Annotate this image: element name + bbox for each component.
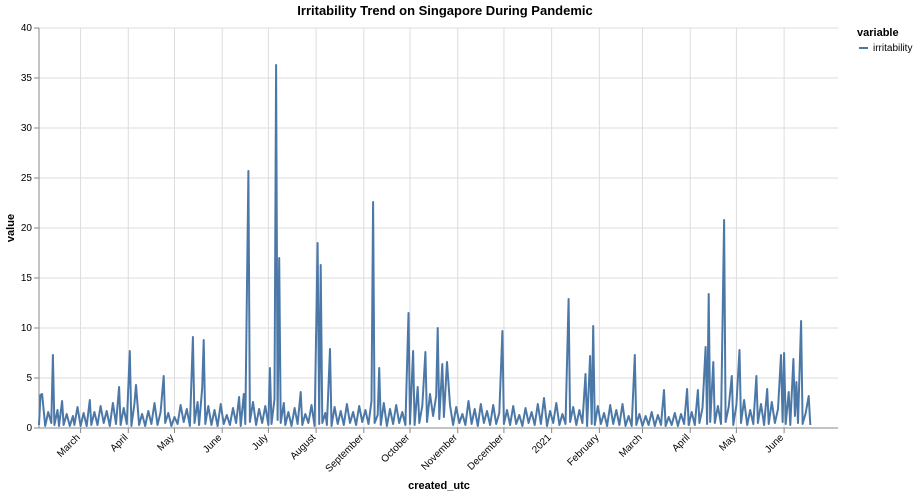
y-tick-label: 5 — [26, 373, 32, 384]
x-tick-label: November — [419, 432, 460, 473]
x-tick-label: June — [763, 432, 786, 455]
legend-label-irritability: irritability — [873, 43, 912, 54]
x-tick-label: August — [288, 432, 318, 462]
x-tick-label: July — [250, 432, 270, 452]
x-axis-title: created_utc — [408, 480, 470, 492]
x-tick-label: April — [670, 432, 692, 454]
y-tick-label: 20 — [21, 223, 33, 234]
y-tick-label: 30 — [21, 123, 33, 134]
y-tick-label: 25 — [21, 173, 33, 184]
x-tick-label: May — [717, 432, 738, 453]
y-tick-label: 35 — [21, 73, 33, 84]
x-tick-label: October — [379, 432, 412, 465]
x-tick-label: May — [155, 432, 176, 453]
series-lines — [38, 64, 812, 427]
legend-title: variable — [857, 27, 899, 39]
series-line-irritability — [38, 64, 812, 427]
y-tick-label: 0 — [26, 423, 32, 434]
x-tick-label: March — [617, 432, 644, 459]
y-tick-label: 40 — [21, 23, 33, 34]
x-tick-label: March — [55, 432, 82, 459]
y-tick-label: 10 — [21, 323, 33, 334]
x-tick-label: September — [324, 432, 367, 475]
x-tick-label: December — [466, 432, 507, 473]
legend: variable irritability — [857, 27, 912, 54]
y-axis-title: value — [5, 214, 17, 242]
x-tick-label: February — [565, 432, 601, 468]
x-tick-label: April — [108, 432, 130, 454]
chart-title: Irritability Trend on Singapore During P… — [297, 3, 592, 18]
x-tick-label: June — [201, 432, 224, 455]
y-tick-label: 15 — [21, 273, 33, 284]
grid-lines — [39, 27, 838, 429]
x-tick-label: 2021 — [530, 432, 554, 456]
